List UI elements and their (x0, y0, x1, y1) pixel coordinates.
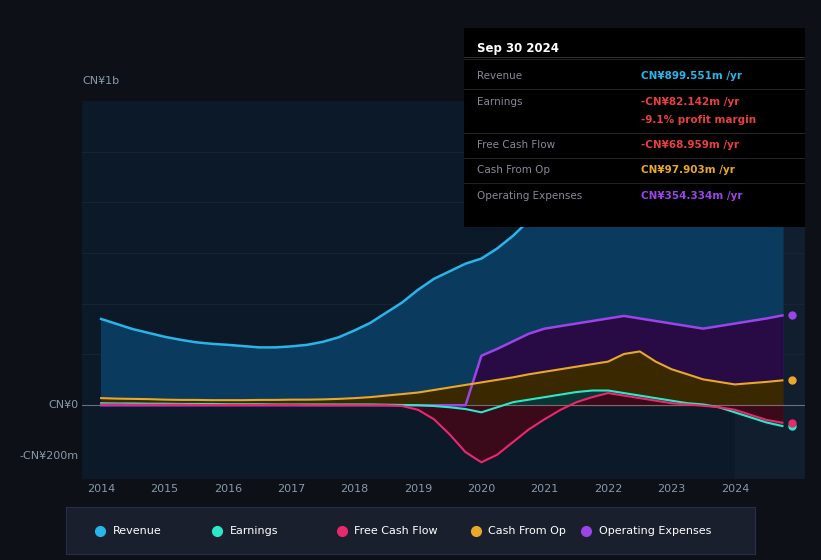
Text: CN¥899.551m /yr: CN¥899.551m /yr (641, 71, 742, 81)
Text: Earnings: Earnings (478, 96, 523, 106)
Text: -CN¥200m: -CN¥200m (20, 451, 79, 461)
Text: Cash From Op: Cash From Op (478, 165, 551, 175)
Text: Revenue: Revenue (112, 526, 161, 535)
Text: Revenue: Revenue (478, 71, 523, 81)
Bar (735, 101, 805, 479)
Text: Operating Expenses: Operating Expenses (478, 191, 583, 201)
Text: -9.1% profit margin: -9.1% profit margin (641, 115, 756, 125)
Text: -CN¥68.959m /yr: -CN¥68.959m /yr (641, 141, 739, 150)
Text: CN¥1b: CN¥1b (82, 76, 119, 86)
Text: Sep 30 2024: Sep 30 2024 (478, 42, 559, 55)
Text: CN¥354.334m /yr: CN¥354.334m /yr (641, 191, 742, 201)
Text: CN¥0: CN¥0 (48, 400, 79, 410)
Text: Free Cash Flow: Free Cash Flow (354, 526, 438, 535)
Text: -CN¥82.142m /yr: -CN¥82.142m /yr (641, 96, 740, 106)
Text: Cash From Op: Cash From Op (488, 526, 566, 535)
Text: Free Cash Flow: Free Cash Flow (478, 141, 556, 150)
Text: Operating Expenses: Operating Expenses (599, 526, 711, 535)
Text: Earnings: Earnings (230, 526, 278, 535)
Text: CN¥97.903m /yr: CN¥97.903m /yr (641, 165, 735, 175)
